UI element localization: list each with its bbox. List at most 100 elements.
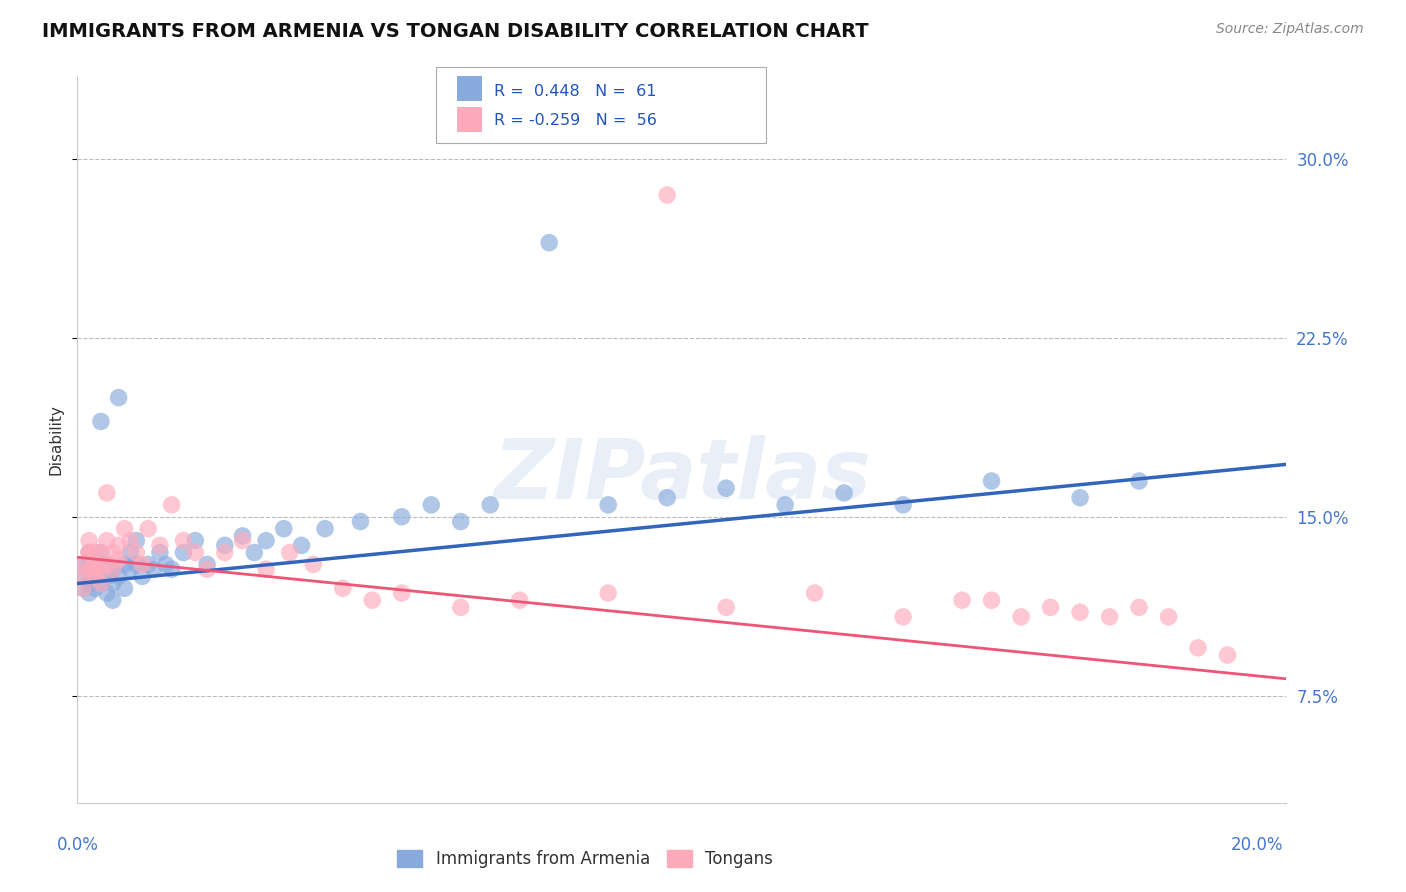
Point [101,545,124,559]
Point [107,391,129,405]
Point [125,545,148,559]
Point [538,235,561,250]
Point [77,562,100,576]
Point [114,558,136,572]
Point [72,582,94,596]
Point [96,586,118,600]
Point [114,582,136,596]
Point [120,533,142,548]
Point [598,586,620,600]
Point [391,509,413,524]
Y-axis label: Disability: Disability [48,404,63,475]
Point [72,558,94,572]
Point [1098,610,1121,624]
Point [214,538,236,552]
Point [243,545,266,559]
Point [184,533,207,548]
Point [980,474,1002,488]
Point [77,558,100,572]
Point [714,600,737,615]
Point [254,533,277,548]
Point [84,582,107,596]
Point [84,545,107,559]
Point [84,569,107,583]
Point [77,545,100,559]
Point [173,545,195,559]
Point [96,533,118,548]
Point [314,522,336,536]
Point [77,562,100,576]
Point [131,558,153,572]
Point [114,522,136,536]
Point [160,498,183,512]
Point [598,498,620,512]
Point [77,576,100,591]
Point [77,545,100,559]
Point [214,545,236,559]
Point [479,498,502,512]
Point [84,569,107,583]
Point [273,522,295,536]
Text: R =  0.448   N =  61: R = 0.448 N = 61 [494,84,657,99]
Point [136,558,159,572]
Point [84,562,107,576]
Point [231,529,253,543]
Point [891,498,914,512]
Point [450,600,472,615]
Point [72,582,94,596]
Point [107,569,129,583]
Point [90,562,112,576]
Point [290,538,312,552]
Point [149,538,172,552]
Legend: Immigrants from Armenia, Tongans: Immigrants from Armenia, Tongans [391,843,779,874]
Point [72,558,94,572]
Point [125,558,148,572]
Point [125,533,148,548]
Point [149,545,172,559]
Point [332,582,354,596]
Point [120,545,142,559]
Point [657,188,679,202]
Point [1039,600,1062,615]
Point [1216,648,1239,662]
Point [950,593,973,607]
Point [231,533,253,548]
Point [96,558,118,572]
Point [90,562,112,576]
Point [155,558,177,572]
Point [773,498,796,512]
Point [77,545,100,559]
Point [254,562,277,576]
Point [391,586,413,600]
Point [101,562,124,576]
Point [77,533,100,548]
Point [1187,640,1209,655]
Point [101,562,124,576]
Point [120,562,142,576]
Point [891,610,914,624]
Point [980,593,1002,607]
Point [1128,474,1150,488]
Point [143,562,166,576]
Point [96,569,118,583]
Text: R = -0.259   N =  56: R = -0.259 N = 56 [494,113,657,128]
Point [84,558,107,572]
Point [195,558,218,572]
Point [101,593,124,607]
Text: 20.0%: 20.0% [1230,837,1284,855]
Point [184,545,207,559]
Point [278,545,301,559]
Point [1157,610,1180,624]
Point [77,586,100,600]
Point [1010,610,1032,624]
Point [195,562,218,576]
Point [96,486,118,500]
Point [160,562,183,576]
Point [84,552,107,566]
Point [1069,605,1091,619]
Point [509,593,531,607]
Point [173,533,195,548]
Point [84,562,107,576]
Point [101,576,124,591]
Text: ZIPatlas: ZIPatlas [494,435,870,516]
